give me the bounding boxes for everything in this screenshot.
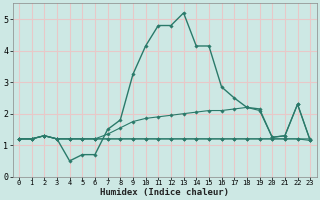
X-axis label: Humidex (Indice chaleur): Humidex (Indice chaleur) <box>100 188 229 197</box>
